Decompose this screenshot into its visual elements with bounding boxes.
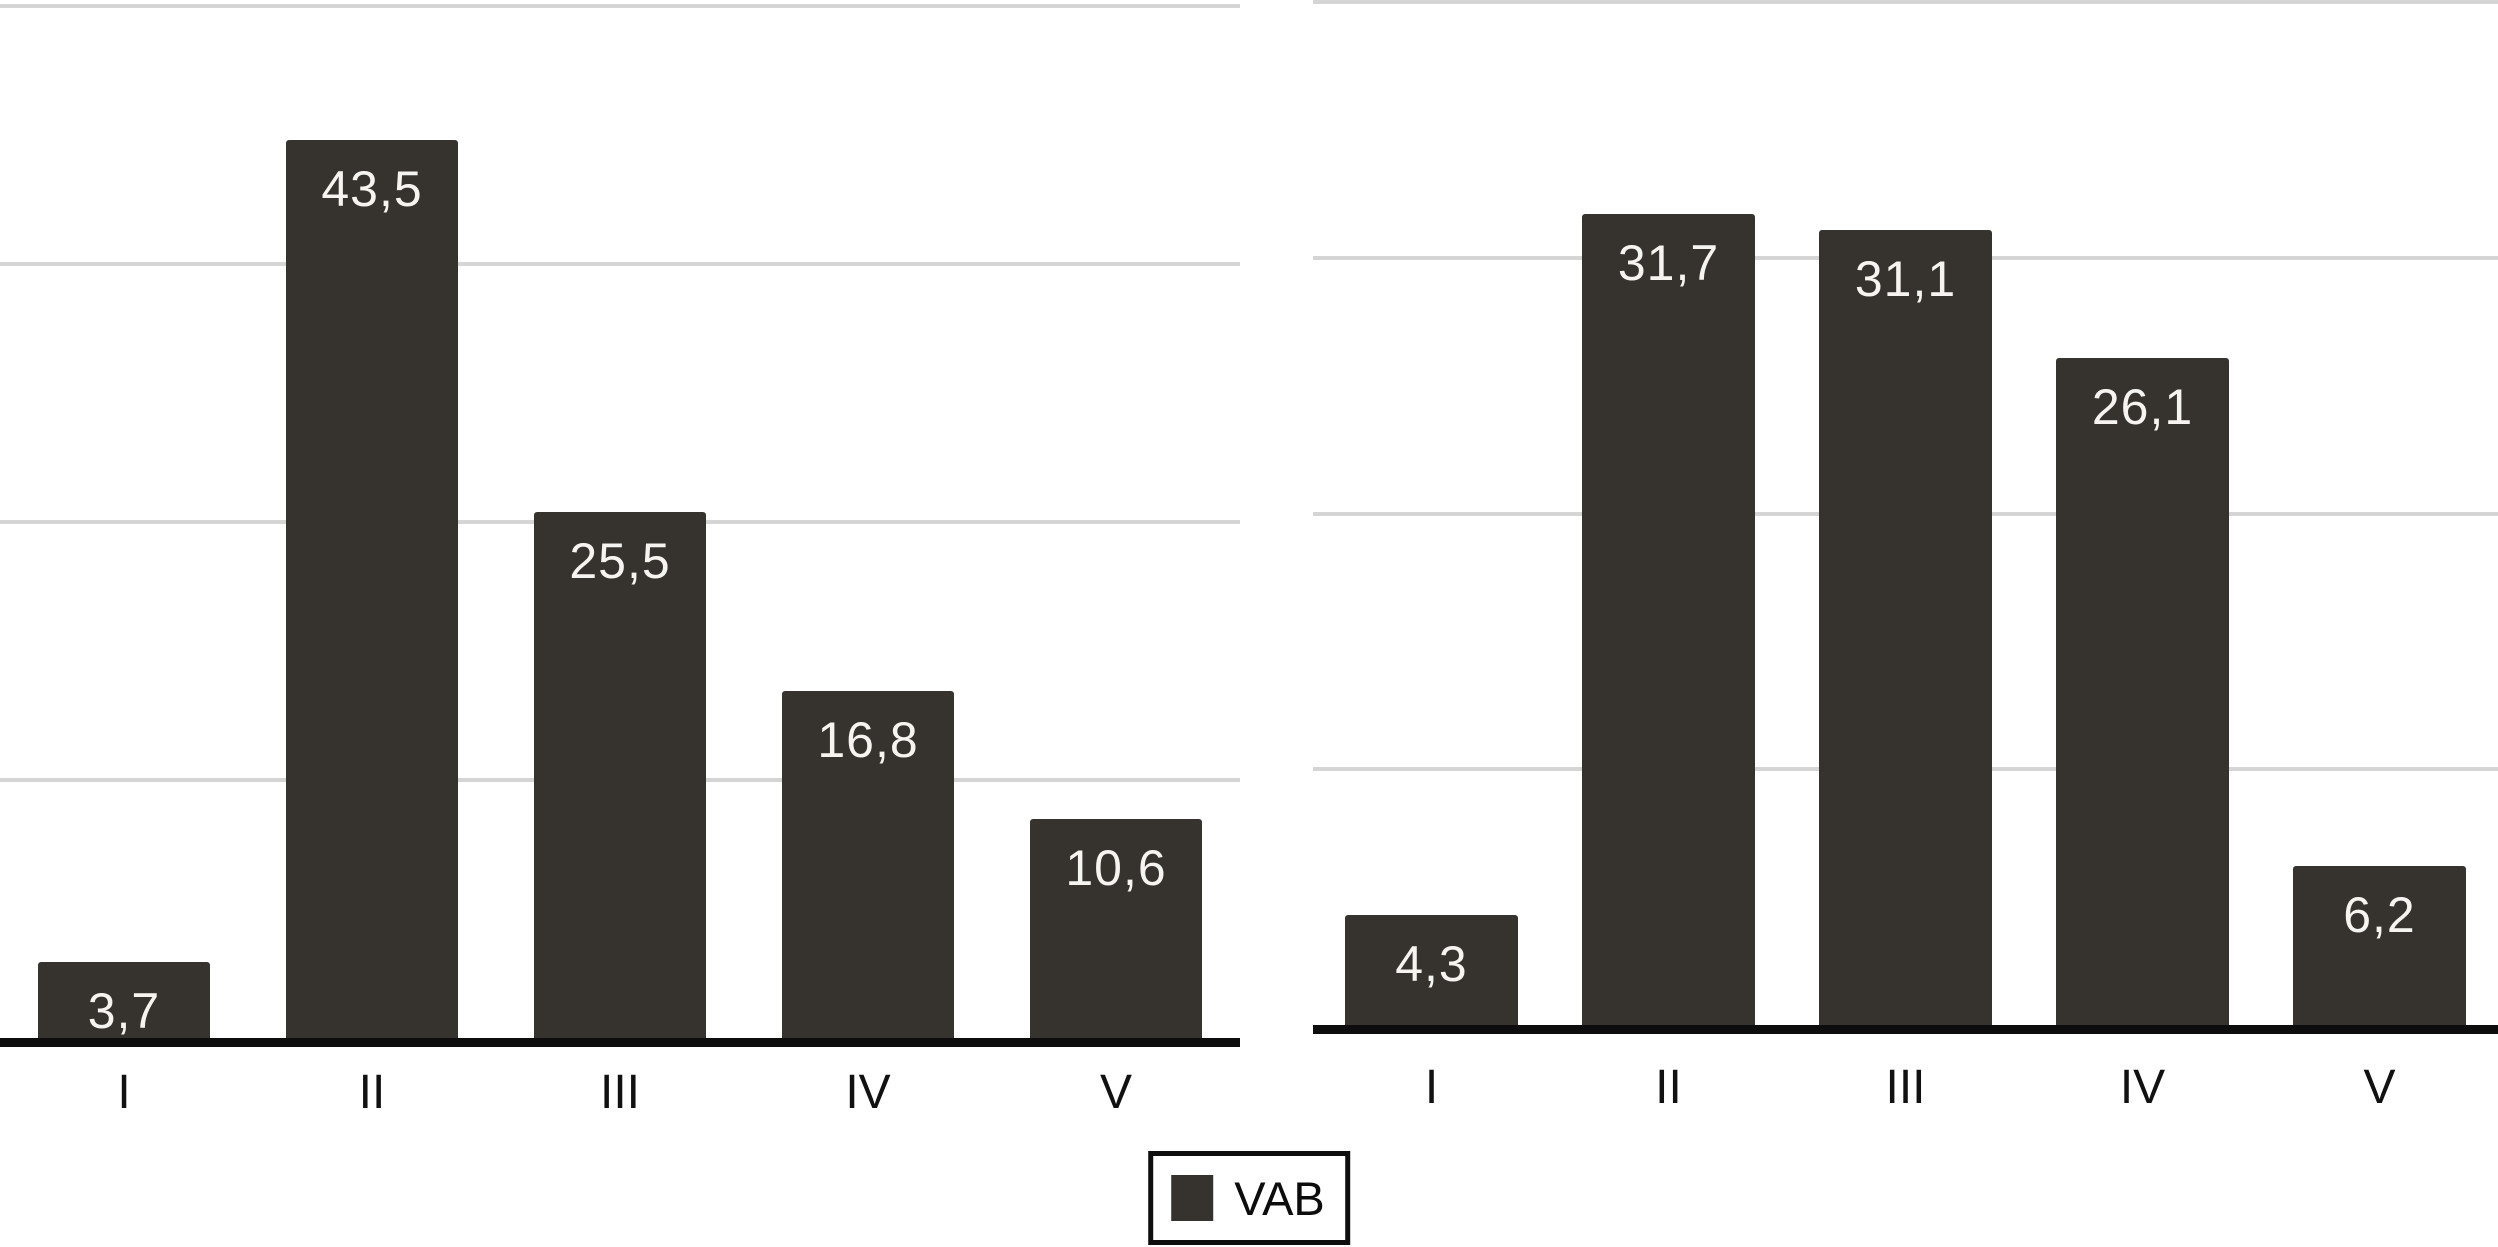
legend: VAB: [1148, 1151, 1350, 1245]
x-axis-label-IV: IV: [845, 1066, 891, 1119]
x-axis-label-II: II: [358, 1066, 386, 1119]
left-plot-area: 3,7 43,5 25,5 16,8 10,6: [0, 4, 1240, 1047]
x-axis-label-I: I: [1424, 1061, 1439, 1114]
bar-II: 31,7: [1582, 214, 1755, 1025]
bar-IV: 26,1: [2056, 357, 2229, 1025]
x-axis-label-V: V: [2363, 1061, 2396, 1114]
bar-V: 6,2: [2293, 866, 2466, 1025]
bar-I: 4,3: [1345, 915, 1518, 1025]
left-x-axis-labels: I II III IV V: [0, 1069, 1240, 1129]
bar-II: 43,5: [285, 140, 459, 1038]
bar-value-label: 31,7: [1617, 235, 1720, 292]
x-axis-label-III: III: [1885, 1061, 1926, 1114]
bar-value-label: 31,1: [1854, 250, 1957, 307]
gridline: [0, 4, 1240, 8]
right-x-axis-labels: I II III IV V: [1313, 1064, 2498, 1124]
x-axis-label-V: V: [1099, 1066, 1133, 1119]
right-bar-chart-panel: 4,3 31,7 31,1 26,1 6,2 I II III IV V: [1313, 0, 2498, 1247]
bar-value-label: 10,6: [1065, 840, 1167, 897]
legend-color-swatch: [1171, 1175, 1214, 1221]
bar-value-label: 4,3: [1395, 936, 1468, 993]
bar-value-label: 6,2: [2343, 887, 2416, 944]
bar-value-label: 16,8: [817, 712, 919, 769]
x-axis-label-IV: IV: [2119, 1061, 2166, 1114]
legend-series-label: VAB: [1234, 1171, 1325, 1225]
bar-value-label: 25,5: [569, 532, 671, 589]
right-plot-area: 4,3 31,7 31,1 26,1 6,2: [1313, 0, 2498, 1034]
bar-IV: 16,8: [781, 691, 955, 1038]
bar-III: 31,1: [1819, 229, 1992, 1025]
bar-V: 10,6: [1029, 819, 1203, 1038]
gridline: [0, 262, 1240, 266]
bar-value-label: 3,7: [87, 982, 161, 1039]
bar-III: 25,5: [533, 511, 707, 1038]
x-axis-label-III: III: [599, 1066, 641, 1119]
bar-value-label: 26,1: [2091, 378, 2194, 435]
bar-I: 3,7: [37, 961, 211, 1039]
gridline: [1313, 0, 2498, 4]
x-axis-label-II: II: [1655, 1061, 1682, 1114]
left-bar-chart-panel: 3,7 43,5 25,5 16,8 10,6 I II III IV V: [0, 0, 1240, 1247]
x-axis-label-I: I: [117, 1066, 131, 1119]
bar-value-label: 43,5: [321, 161, 423, 218]
